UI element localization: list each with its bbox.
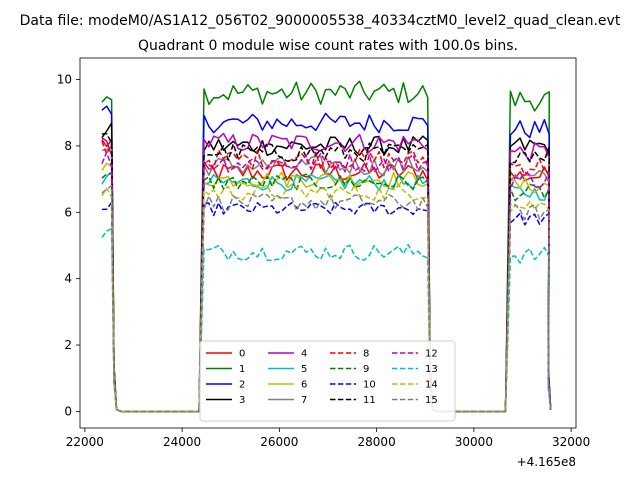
legend-label-14: 14 [425,380,438,391]
x-axis: 22000 24000 26000 28000 30000 32000 [66,428,590,449]
legend-label-5: 5 [301,364,307,375]
figure-suptitle: Data file: modeM0/AS1A12_056T02_90000055… [20,13,621,29]
x-tick-label: 26000 [260,435,298,449]
legend-label-3: 3 [239,395,245,406]
x-offset-label: +4.165e8 [517,455,576,469]
legend-label-10: 10 [363,380,376,391]
y-tick-label: 4 [64,272,72,286]
y-tick-label: 10 [57,73,72,87]
x-tick-label: 24000 [163,435,201,449]
y-tick-label: 8 [64,139,72,153]
legend-label-2: 2 [239,380,245,391]
legend-box [199,340,456,422]
legend-label-13: 13 [425,364,438,375]
legend-label-4: 4 [301,349,307,360]
y-tick-label: 0 [64,404,72,418]
x-tick-label: 22000 [66,435,104,449]
legend-label-9: 9 [363,364,369,375]
x-tick-label: 30000 [455,435,493,449]
x-tick-label: 32000 [552,435,590,449]
y-tick-label: 2 [64,338,72,352]
legend-label-1: 1 [239,364,245,375]
legend-label-15: 15 [425,395,438,406]
legend-label-8: 8 [363,349,369,360]
axes-frame [79,57,577,429]
chart-title: Quadrant 0 module wise count rates with … [138,38,518,54]
y-tick-label: 6 [64,205,72,219]
series-line-15 [101,184,552,413]
legend-label-0: 0 [239,349,245,360]
legend-label-12: 12 [425,349,438,360]
x-tick-label: 28000 [358,435,396,449]
y-axis: 0 2 4 6 8 10 [57,73,80,418]
plot-lines [101,80,552,413]
legend-label-6: 6 [301,380,307,391]
legend-label-11: 11 [363,395,376,406]
legend-label-7: 7 [301,395,307,406]
